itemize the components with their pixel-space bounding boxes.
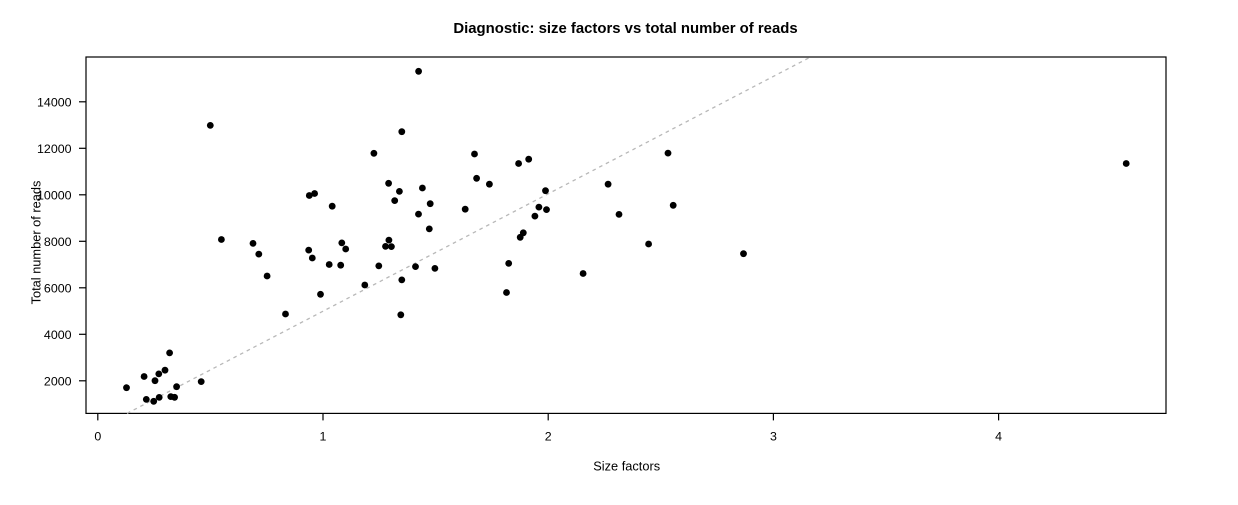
svg-text:8000: 8000 [44,235,72,249]
svg-text:4: 4 [995,430,1002,444]
svg-text:4000: 4000 [44,328,72,342]
svg-text:3: 3 [770,430,777,444]
svg-text:Diagnostic: size factors vs to: Diagnostic: size factors vs total number… [453,21,797,37]
svg-text:0: 0 [94,430,101,444]
svg-text:14000: 14000 [37,95,72,109]
svg-text:Size factors: Size factors [593,458,660,473]
svg-text:12000: 12000 [37,142,72,156]
svg-text:1: 1 [320,430,327,444]
svg-text:2000: 2000 [44,374,72,388]
svg-text:6000: 6000 [44,281,72,295]
svg-text:10000: 10000 [37,188,72,202]
svg-text:Total number of reads: Total number of reads [29,181,44,305]
svg-text:2: 2 [545,430,552,444]
